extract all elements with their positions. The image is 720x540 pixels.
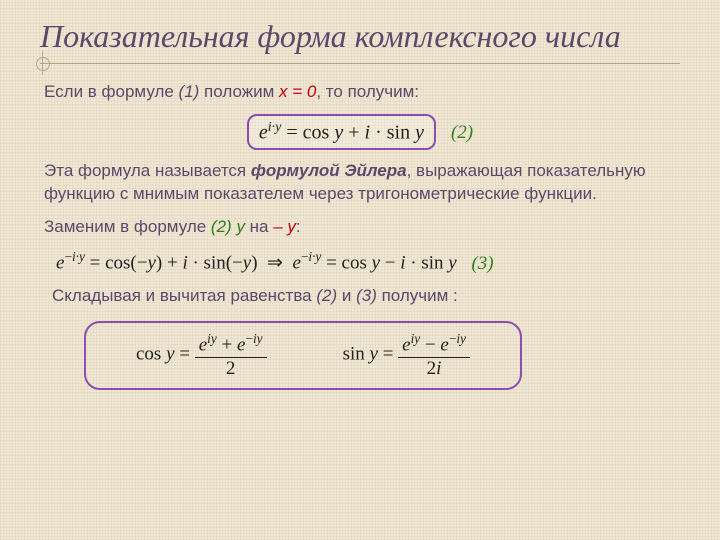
text: Заменим в формуле xyxy=(44,217,211,236)
text: получим : xyxy=(377,286,458,305)
text: , то получим: xyxy=(316,82,419,101)
paragraph-1: Если в формуле (1) положим х = 0, то пол… xyxy=(44,81,676,104)
paragraph-4: Складывая и вычитая равенства (2) и (3) … xyxy=(52,285,676,308)
formula-sin: sin y = eiy − e−iy 2i xyxy=(343,331,470,379)
text: Складывая и вычитая равенства xyxy=(52,286,316,305)
var-neg-y: – у xyxy=(273,217,296,236)
text: на xyxy=(245,217,273,236)
content-area: Если в формуле (1) положим х = 0, то пол… xyxy=(0,69,720,390)
formula-3: e−i·y = cos(−y) + i · sin(−y) ⇒ e−i·y = … xyxy=(56,249,676,274)
title-divider xyxy=(40,59,720,69)
page-title: Показательная форма комплексного числа xyxy=(0,0,720,59)
text: Если в формуле xyxy=(44,82,179,101)
inline-equation: х = 0 xyxy=(279,82,316,101)
equation-number-3: (3) xyxy=(471,253,493,274)
text: положим xyxy=(199,82,279,101)
formula-cos: cos y = eiy + e−iy 2 xyxy=(136,331,267,379)
paragraph-3: Заменим в формуле (2) у на – у: xyxy=(44,216,676,239)
equation-number-2: (2) xyxy=(451,122,473,143)
text: Эта формула называется xyxy=(44,161,251,180)
text: : xyxy=(296,217,301,236)
ref-2: (2) xyxy=(211,217,232,236)
var-y: у xyxy=(236,217,245,236)
ref-3: (3) xyxy=(356,286,377,305)
ref-2b: (2) xyxy=(316,286,337,305)
text: и xyxy=(337,286,356,305)
formula-2: ei·y = cos y + i · sin y (2) xyxy=(44,114,676,151)
ref-1: (1) xyxy=(179,82,200,101)
paragraph-2: Эта формула называется формулой Эйлера, … xyxy=(44,160,676,206)
formula-final-box: cos y = eiy + e−iy 2 sin y = eiy − e−iy … xyxy=(84,321,522,389)
formula-box: ei·y = cos y + i · sin y xyxy=(247,114,436,151)
term-euler: формулой Эйлера xyxy=(251,161,407,180)
